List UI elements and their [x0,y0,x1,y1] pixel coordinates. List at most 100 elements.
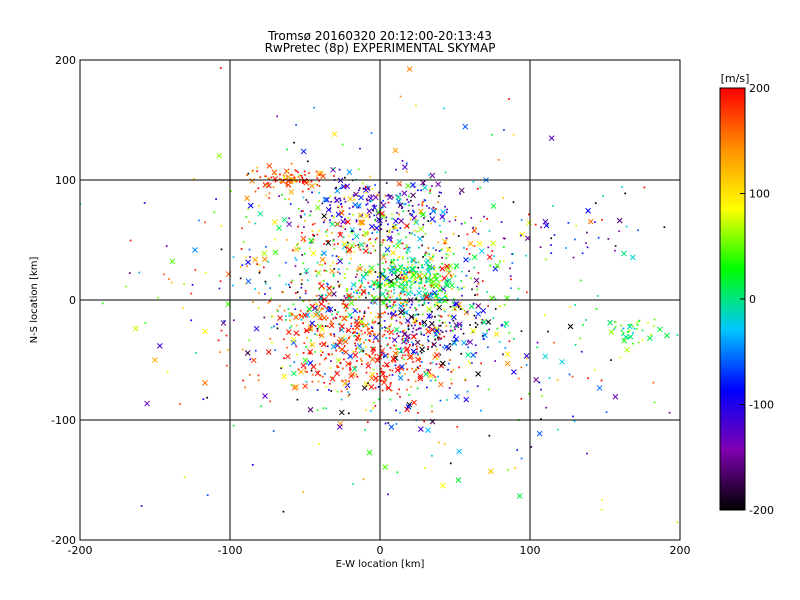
data-point-cross [331,291,337,297]
data-point [415,104,417,107]
data-point [520,330,523,332]
data-point [419,323,422,326]
data-point [264,175,266,178]
data-point [440,337,443,339]
data-point [322,407,325,410]
data-point [446,399,448,401]
data-point [322,375,324,378]
data-point [304,174,306,176]
data-point [304,290,307,292]
data-point-cross [417,208,424,215]
data-point-cross [384,246,391,253]
data-point-cross [284,353,291,360]
data-point [431,285,434,288]
data-point [369,238,372,240]
data-point [332,273,335,276]
colorbar-tick-label: 100 [749,188,770,201]
data-point-cross [523,352,530,359]
data-point [316,330,319,332]
data-point [351,206,354,208]
data-point [429,266,432,269]
data-point-cross [403,266,410,273]
data-point-cross [371,204,378,211]
data-point [387,343,389,346]
data-point [434,267,436,269]
data-point [316,183,319,186]
data-point-cross [401,164,408,170]
data-point-cross [373,375,379,382]
data-point-cross [358,318,365,325]
data-point [354,244,357,247]
data-point [369,340,371,342]
data-point [406,312,408,315]
data-point [361,213,364,216]
data-point [330,200,333,203]
data-point [447,368,449,371]
data-point [329,219,331,221]
data-point [633,327,636,330]
data-point [398,388,401,391]
data-point [411,341,413,344]
data-point [318,363,321,366]
data-point [620,324,622,327]
data-point [455,325,458,328]
data-point [348,335,351,338]
data-point [402,330,404,333]
data-point-cross [414,339,421,346]
data-point-cross [245,278,252,285]
data-point [276,115,279,118]
data-point [435,363,438,366]
data-point [316,233,319,236]
data-point [550,244,552,246]
data-point [272,430,275,432]
data-point [389,229,391,231]
data-point [405,236,407,239]
data-point [304,329,307,332]
data-point [286,238,288,241]
data-point [313,351,316,353]
data-point-cross [367,195,374,202]
data-point [470,277,472,280]
data-point [279,173,281,176]
data-point [375,237,378,239]
data-point [422,266,424,269]
data-point [380,223,382,226]
data-point [296,244,298,246]
data-point [601,218,603,221]
data-point [372,346,374,349]
data-point [346,305,348,307]
data-point [254,190,257,193]
data-point-cross [440,209,447,216]
data-point-cross [202,328,209,335]
data-point [358,339,361,342]
data-point [276,323,278,326]
data-point-cross [303,267,310,274]
data-point [383,333,386,336]
data-point [383,269,386,272]
data-point [516,297,519,300]
data-point [316,261,319,264]
data-point [321,263,323,266]
data-point [343,196,346,199]
data-point-cross [473,277,480,284]
data-point [316,304,319,306]
data-point [242,241,245,243]
data-point-cross [389,264,396,271]
data-point [430,284,433,287]
data-point [520,366,523,369]
data-point [282,510,285,513]
data-point-cross [439,214,446,220]
data-point [101,302,104,305]
data-point [393,286,395,289]
data-point [389,239,392,242]
data-point-cross [342,380,348,387]
data-point [346,268,349,270]
data-point [336,366,339,368]
data-point [337,271,339,274]
data-point [403,315,405,318]
data-point [300,318,303,321]
data-point [600,508,603,511]
data-point [293,176,296,179]
data-point [332,167,335,170]
data-point [405,162,408,165]
